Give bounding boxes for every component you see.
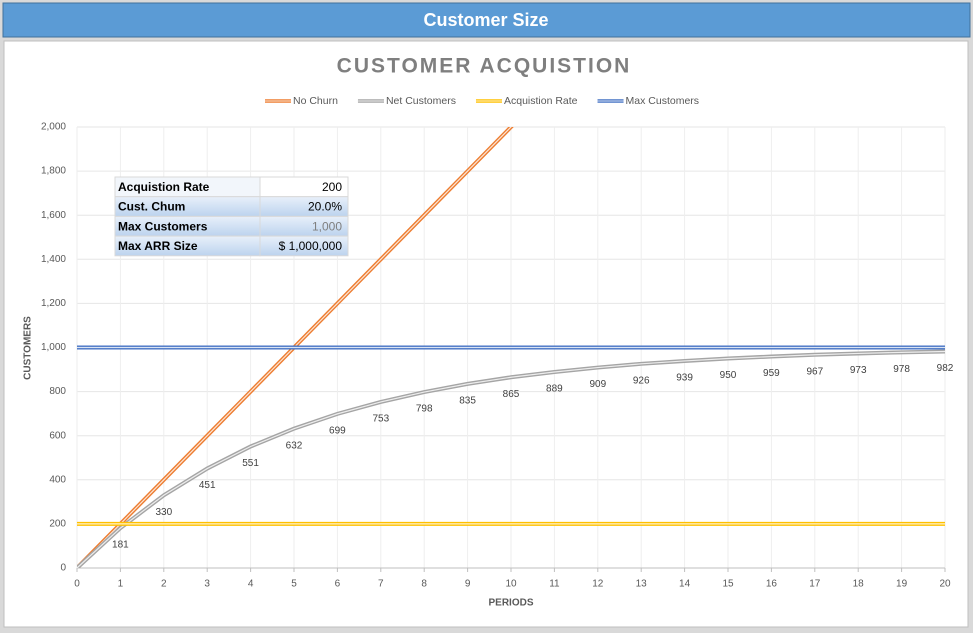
- y-tick-label: 1,600: [41, 210, 66, 221]
- x-tick-label: 7: [378, 579, 384, 590]
- table-label: Max Customers: [118, 219, 208, 233]
- data-label: 978: [893, 364, 910, 375]
- table-value: $ 1,000,000: [279, 239, 343, 253]
- data-label: 798: [416, 404, 433, 415]
- legend-label: Net Customers: [386, 95, 456, 107]
- x-tick-label: 20: [939, 579, 951, 590]
- x-tick-label: 2: [161, 579, 167, 590]
- table-value: 1,000: [312, 219, 342, 233]
- legend-label: Max Customers: [626, 95, 700, 107]
- x-tick-label: 13: [636, 579, 648, 590]
- data-label: 982: [937, 363, 954, 374]
- x-tick-label: 4: [248, 579, 254, 590]
- data-label: 959: [763, 368, 780, 379]
- x-tick-label: 17: [809, 579, 821, 590]
- y-tick-label: 600: [49, 430, 66, 441]
- y-tick-label: 0: [60, 563, 66, 574]
- data-label: 699: [329, 426, 346, 437]
- overlay: 181 330 451 551 632 699 753 798 835 865 889 909 926 9…: [112, 95, 954, 551]
- x-axis-label: PERIODS: [488, 598, 533, 609]
- data-label: 835: [459, 396, 476, 407]
- table-cell: [259, 235, 349, 257]
- data-label: 909: [589, 379, 606, 390]
- y-tick-label: 1,000: [41, 342, 66, 353]
- x-tick-label: 18: [853, 579, 865, 590]
- data-label: 330: [155, 507, 172, 518]
- table-label: Max ARR Size: [118, 239, 198, 253]
- y-tick-label: 1,400: [41, 254, 66, 265]
- data-label: 551: [242, 458, 259, 469]
- y-tick-label: 200: [49, 519, 66, 530]
- y-tick-label: 2,000: [41, 122, 66, 133]
- x-tick-label: 11: [549, 579, 560, 590]
- series-line-highlight: [77, 127, 512, 568]
- x-tick-label: 5: [291, 579, 297, 590]
- legend-label: Acquistion Rate: [504, 95, 578, 107]
- series-line-highlight: [77, 350, 945, 568]
- x-tick-label: 14: [679, 579, 691, 590]
- chart-area: [3, 40, 969, 628]
- data-label: 926: [633, 375, 650, 386]
- y-tick-label: 1,800: [41, 166, 66, 177]
- x-tick-label: 1: [118, 579, 124, 590]
- header-title: Customer Size: [423, 10, 548, 30]
- chart-title: CUSTOMER ACQUISTION: [337, 55, 632, 78]
- x-tick-label: 15: [722, 579, 734, 590]
- data-label: 181: [112, 540, 129, 551]
- data-label: 865: [503, 389, 520, 400]
- x-tick-label: 19: [896, 579, 908, 590]
- data-label: 967: [806, 366, 823, 377]
- x-tick-label: 8: [421, 579, 427, 590]
- x-tick-label: 12: [592, 579, 604, 590]
- y-tick-label: 400: [49, 474, 66, 485]
- y-axis-label: CUSTOMERS: [23, 316, 34, 380]
- y-tick-label: 800: [49, 386, 66, 397]
- x-tick-label: 0: [74, 579, 80, 590]
- data-label: 753: [372, 414, 389, 425]
- data-label: 973: [850, 365, 867, 376]
- table-label: Acquistion Rate: [118, 180, 210, 194]
- y-tick-label: 1,200: [41, 298, 66, 309]
- x-tick-label: 10: [505, 579, 517, 590]
- header-bar: [2, 2, 971, 38]
- data-label: 889: [546, 384, 563, 395]
- plot: [77, 127, 945, 568]
- table-value: 200: [322, 180, 342, 194]
- x-tick-label: 9: [465, 579, 471, 590]
- x-tick-label: 6: [335, 579, 341, 590]
- data-label: 950: [720, 370, 737, 381]
- x-tick-label: 3: [204, 579, 210, 590]
- data-label: 632: [286, 440, 303, 451]
- legend-label: No Churn: [293, 95, 338, 107]
- table-label: Cust. Chum: [118, 200, 185, 214]
- data-label: 451: [199, 480, 216, 491]
- x-tick-label: 16: [766, 579, 778, 590]
- table-value: 20.0%: [308, 200, 342, 214]
- data-label: 939: [676, 373, 693, 384]
